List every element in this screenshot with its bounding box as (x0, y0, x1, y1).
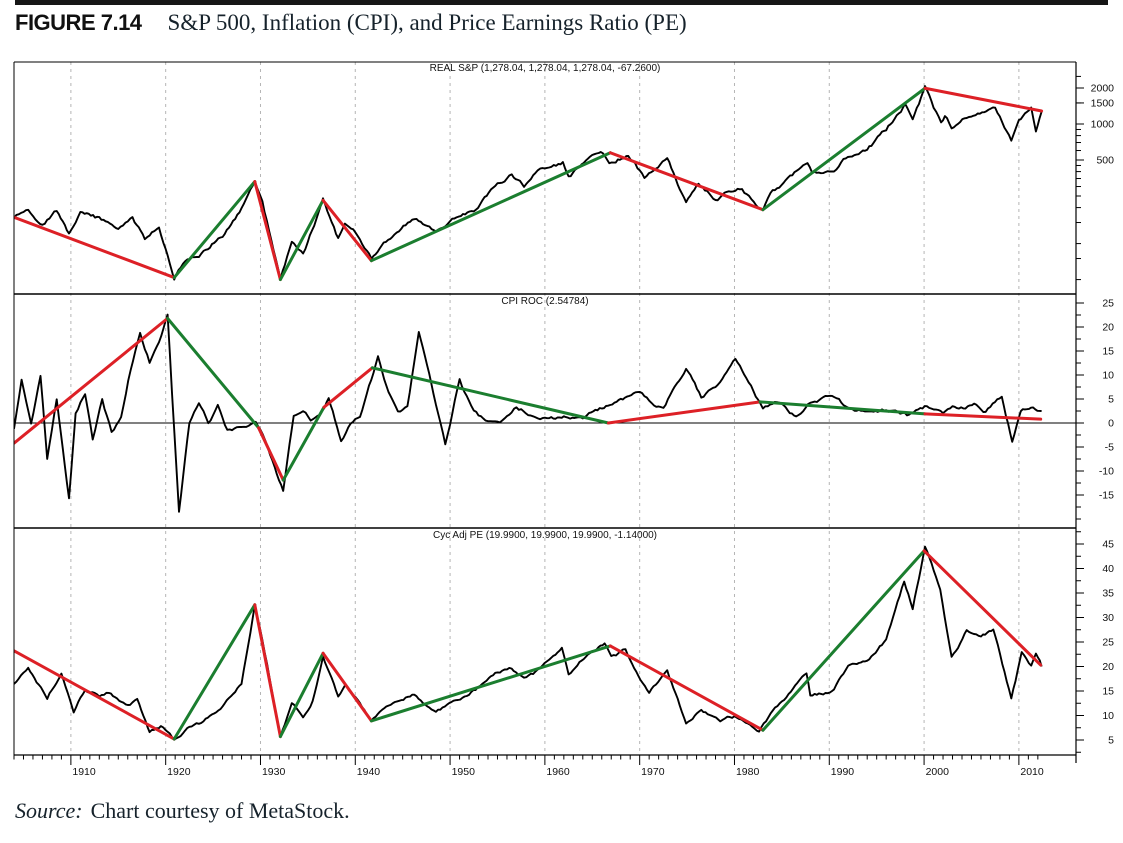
bull-trendline (369, 644, 612, 723)
bear-trendline (321, 198, 373, 263)
source-prefix: Source: (15, 798, 83, 823)
panel-title-real-sp: REAL S&P (1,278.04, 1,278.04, 1,278.04, … (429, 63, 661, 74)
y-tick-label: 20 (1102, 322, 1114, 334)
y-tick-label: 45 (1102, 539, 1114, 551)
source-line: Source: Chart courtesy of MetaStock. (15, 798, 350, 824)
y-tick-label: 1500 (1091, 97, 1115, 109)
figure-title: S&P 500, Inflation (CPI), and Price Earn… (167, 10, 687, 35)
y-tick-label: 0 (1108, 418, 1114, 430)
x-tick-label: 1950 (452, 766, 476, 778)
y-tick-label: 500 (1096, 155, 1114, 167)
x-tick-label: 1960 (546, 766, 570, 778)
bear-trendline (14, 316, 170, 445)
price-line (14, 85, 1043, 281)
source-text: Chart courtesy of MetaStock. (90, 798, 350, 823)
y-tick-label: -10 (1099, 466, 1114, 478)
y-tick-label: 30 (1102, 612, 1114, 624)
bull-trendline (761, 549, 926, 732)
x-tick-label: 1990 (831, 766, 855, 778)
bear-trendline (606, 400, 762, 425)
price-line (14, 313, 1042, 513)
bull-trendline (278, 198, 325, 282)
bear-trendline (253, 180, 282, 282)
y-tick-label: 10 (1102, 710, 1114, 722)
x-tick-label: 1910 (72, 766, 96, 778)
panel-2 (14, 545, 1043, 741)
x-tick-label: 1980 (736, 766, 760, 778)
bull-trendline (369, 151, 612, 263)
bear-trendline (922, 549, 1043, 667)
bear-trendline (608, 151, 765, 212)
y-tick-label: -5 (1105, 442, 1114, 454)
figure-caption: FIGURE 7.14 S&P 500, Inflation (CPI), an… (15, 10, 687, 36)
y-tick-label: 2000 (1091, 83, 1115, 95)
bull-trendline (172, 180, 257, 280)
y-tick-label: 15 (1102, 686, 1114, 698)
y-tick-label: 15 (1102, 346, 1114, 358)
bull-trendline (172, 603, 257, 741)
y-tick-label: 1000 (1091, 119, 1115, 131)
bear-trendline (321, 651, 373, 723)
panel-title-cpi-roc: CPI ROC (2.54784) (501, 296, 589, 307)
bear-trendline (253, 603, 282, 739)
y-tick-label: 20 (1102, 661, 1114, 673)
bear-trendline (923, 412, 1043, 421)
bear-trendline (14, 649, 176, 741)
caption-rule (15, 0, 1108, 5)
x-tick-label: 2000 (926, 766, 950, 778)
bull-trendline (281, 405, 326, 482)
y-tick-label: 25 (1102, 298, 1114, 310)
panel-title-cyc-adj-pe: Cyc Adj PE (19.9900, 19.9900, 19.9900, -… (432, 530, 658, 541)
y-tick-label: 40 (1102, 563, 1114, 575)
bull-trendline (278, 651, 325, 739)
x-tick-label: 1930 (262, 766, 286, 778)
y-tick-label: 5 (1108, 735, 1114, 747)
bear-trendline (322, 366, 374, 409)
bear-trendline (257, 426, 285, 482)
x-tick-label: 1970 (641, 766, 665, 778)
x-tick-label: 2010 (1020, 766, 1044, 778)
bear-trendline (14, 215, 176, 280)
bull-trendline (166, 316, 261, 430)
y-tick-label: -15 (1099, 490, 1114, 502)
x-tick-label: 1920 (167, 766, 191, 778)
bear-trendline (923, 86, 1044, 113)
bull-trendline (370, 366, 610, 425)
y-tick-label: 10 (1102, 370, 1114, 382)
bear-trendline (608, 644, 765, 732)
figure-number: FIGURE 7.14 (15, 10, 142, 35)
y-tick-label: 25 (1102, 637, 1114, 649)
panel-1 (14, 313, 1076, 513)
y-tick-label: 35 (1102, 588, 1114, 600)
panel-0 (14, 85, 1044, 282)
y-tick-label: 5 (1108, 394, 1114, 406)
x-tick-label: 1940 (357, 766, 381, 778)
bull-trendline (758, 400, 927, 416)
bull-trendline (761, 86, 927, 212)
price-line (14, 545, 1043, 741)
